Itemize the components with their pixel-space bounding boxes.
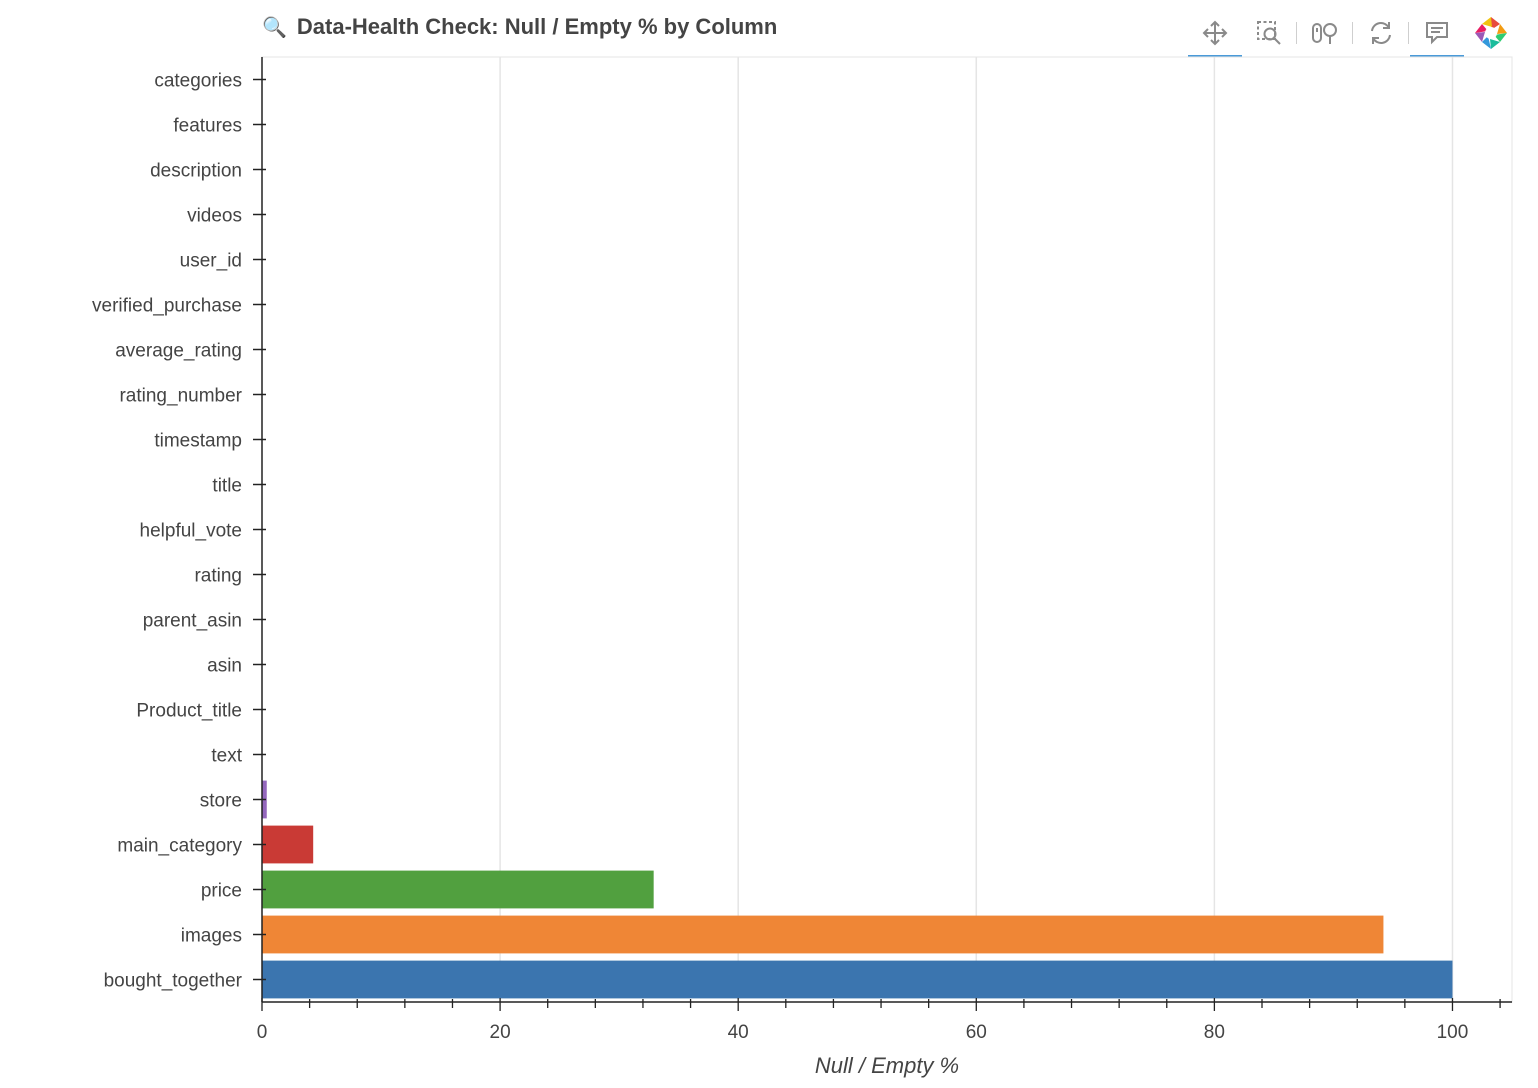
y-tick-label: videos: [187, 206, 242, 227]
y-tick-label: bought_together: [104, 971, 243, 992]
bar-images: [262, 915, 1384, 954]
toolbar-separator: [1296, 22, 1297, 44]
wheel-zoom-icon: [1312, 23, 1337, 44]
bar-price: [262, 870, 654, 909]
y-tick-label: main_category: [117, 836, 242, 857]
gridlines: [499, 57, 1454, 1002]
y-tick-label: parent_asin: [143, 611, 242, 632]
y-tick-label: helpful_vote: [140, 521, 242, 542]
bar-bought-together: [262, 960, 1453, 999]
x-axis-label: Null / Empty %: [815, 1053, 959, 1078]
x-tick-label: 20: [490, 1022, 511, 1043]
y-tick-label: features: [173, 116, 242, 137]
bars: [262, 780, 1453, 999]
y-tick-label: text: [211, 746, 242, 767]
y-tick-label: user_id: [180, 251, 242, 272]
wheel-zoom-tool[interactable]: [1298, 8, 1352, 58]
box-zoom-tool[interactable]: [1242, 8, 1296, 58]
y-tick-label: images: [181, 926, 242, 947]
y-tick-label: categories: [154, 71, 242, 92]
y-tick-label: average_rating: [115, 341, 242, 362]
x-axis: 0 20 40 60 80 100: [257, 998, 1512, 1043]
y-tick-label: rating_number: [119, 386, 242, 407]
x-tick-label: 40: [728, 1022, 749, 1043]
y-tick-label: description: [150, 161, 242, 182]
chart-toolbar: [1188, 8, 1528, 60]
y-tick-label: rating: [194, 566, 242, 587]
y-tick-label: timestamp: [154, 431, 242, 452]
chart-title-text: Data-Health Check: Null / Empty % by Col…: [296, 14, 778, 39]
y-tick-label: title: [212, 476, 242, 497]
bar-main-category: [262, 825, 314, 864]
magnifier-icon: 🔍: [262, 16, 287, 39]
toolbar-separator: [1352, 22, 1353, 44]
y-tick-label: store: [200, 791, 242, 812]
plot-area: [261, 56, 1513, 1003]
reset-icon: [1371, 22, 1391, 44]
hover-tooltip-icon: [1426, 22, 1448, 45]
y-axis: categories features description videos user_…: [92, 57, 266, 1002]
bokeh-logo-icon: [1475, 17, 1507, 49]
chart-title: 🔍 Data-Health Check: Null / Empty % by C…: [262, 14, 777, 40]
box-zoom-icon: [1257, 21, 1281, 45]
x-tick-label: 0: [257, 1022, 268, 1043]
reset-tool[interactable]: [1354, 8, 1408, 58]
y-tick-label: asin: [207, 656, 242, 677]
x-tick-label: 100: [1437, 1022, 1469, 1043]
bokeh-logo[interactable]: [1464, 8, 1518, 58]
x-tick-label: 60: [966, 1022, 987, 1043]
pan-icon: [1202, 20, 1228, 46]
toolbar-separator: [1408, 22, 1409, 44]
y-tick-label: verified_purchase: [92, 296, 242, 317]
y-tick-label: price: [201, 881, 242, 902]
x-tick-label: 80: [1204, 1022, 1225, 1043]
y-tick-label: Product_title: [136, 701, 242, 722]
